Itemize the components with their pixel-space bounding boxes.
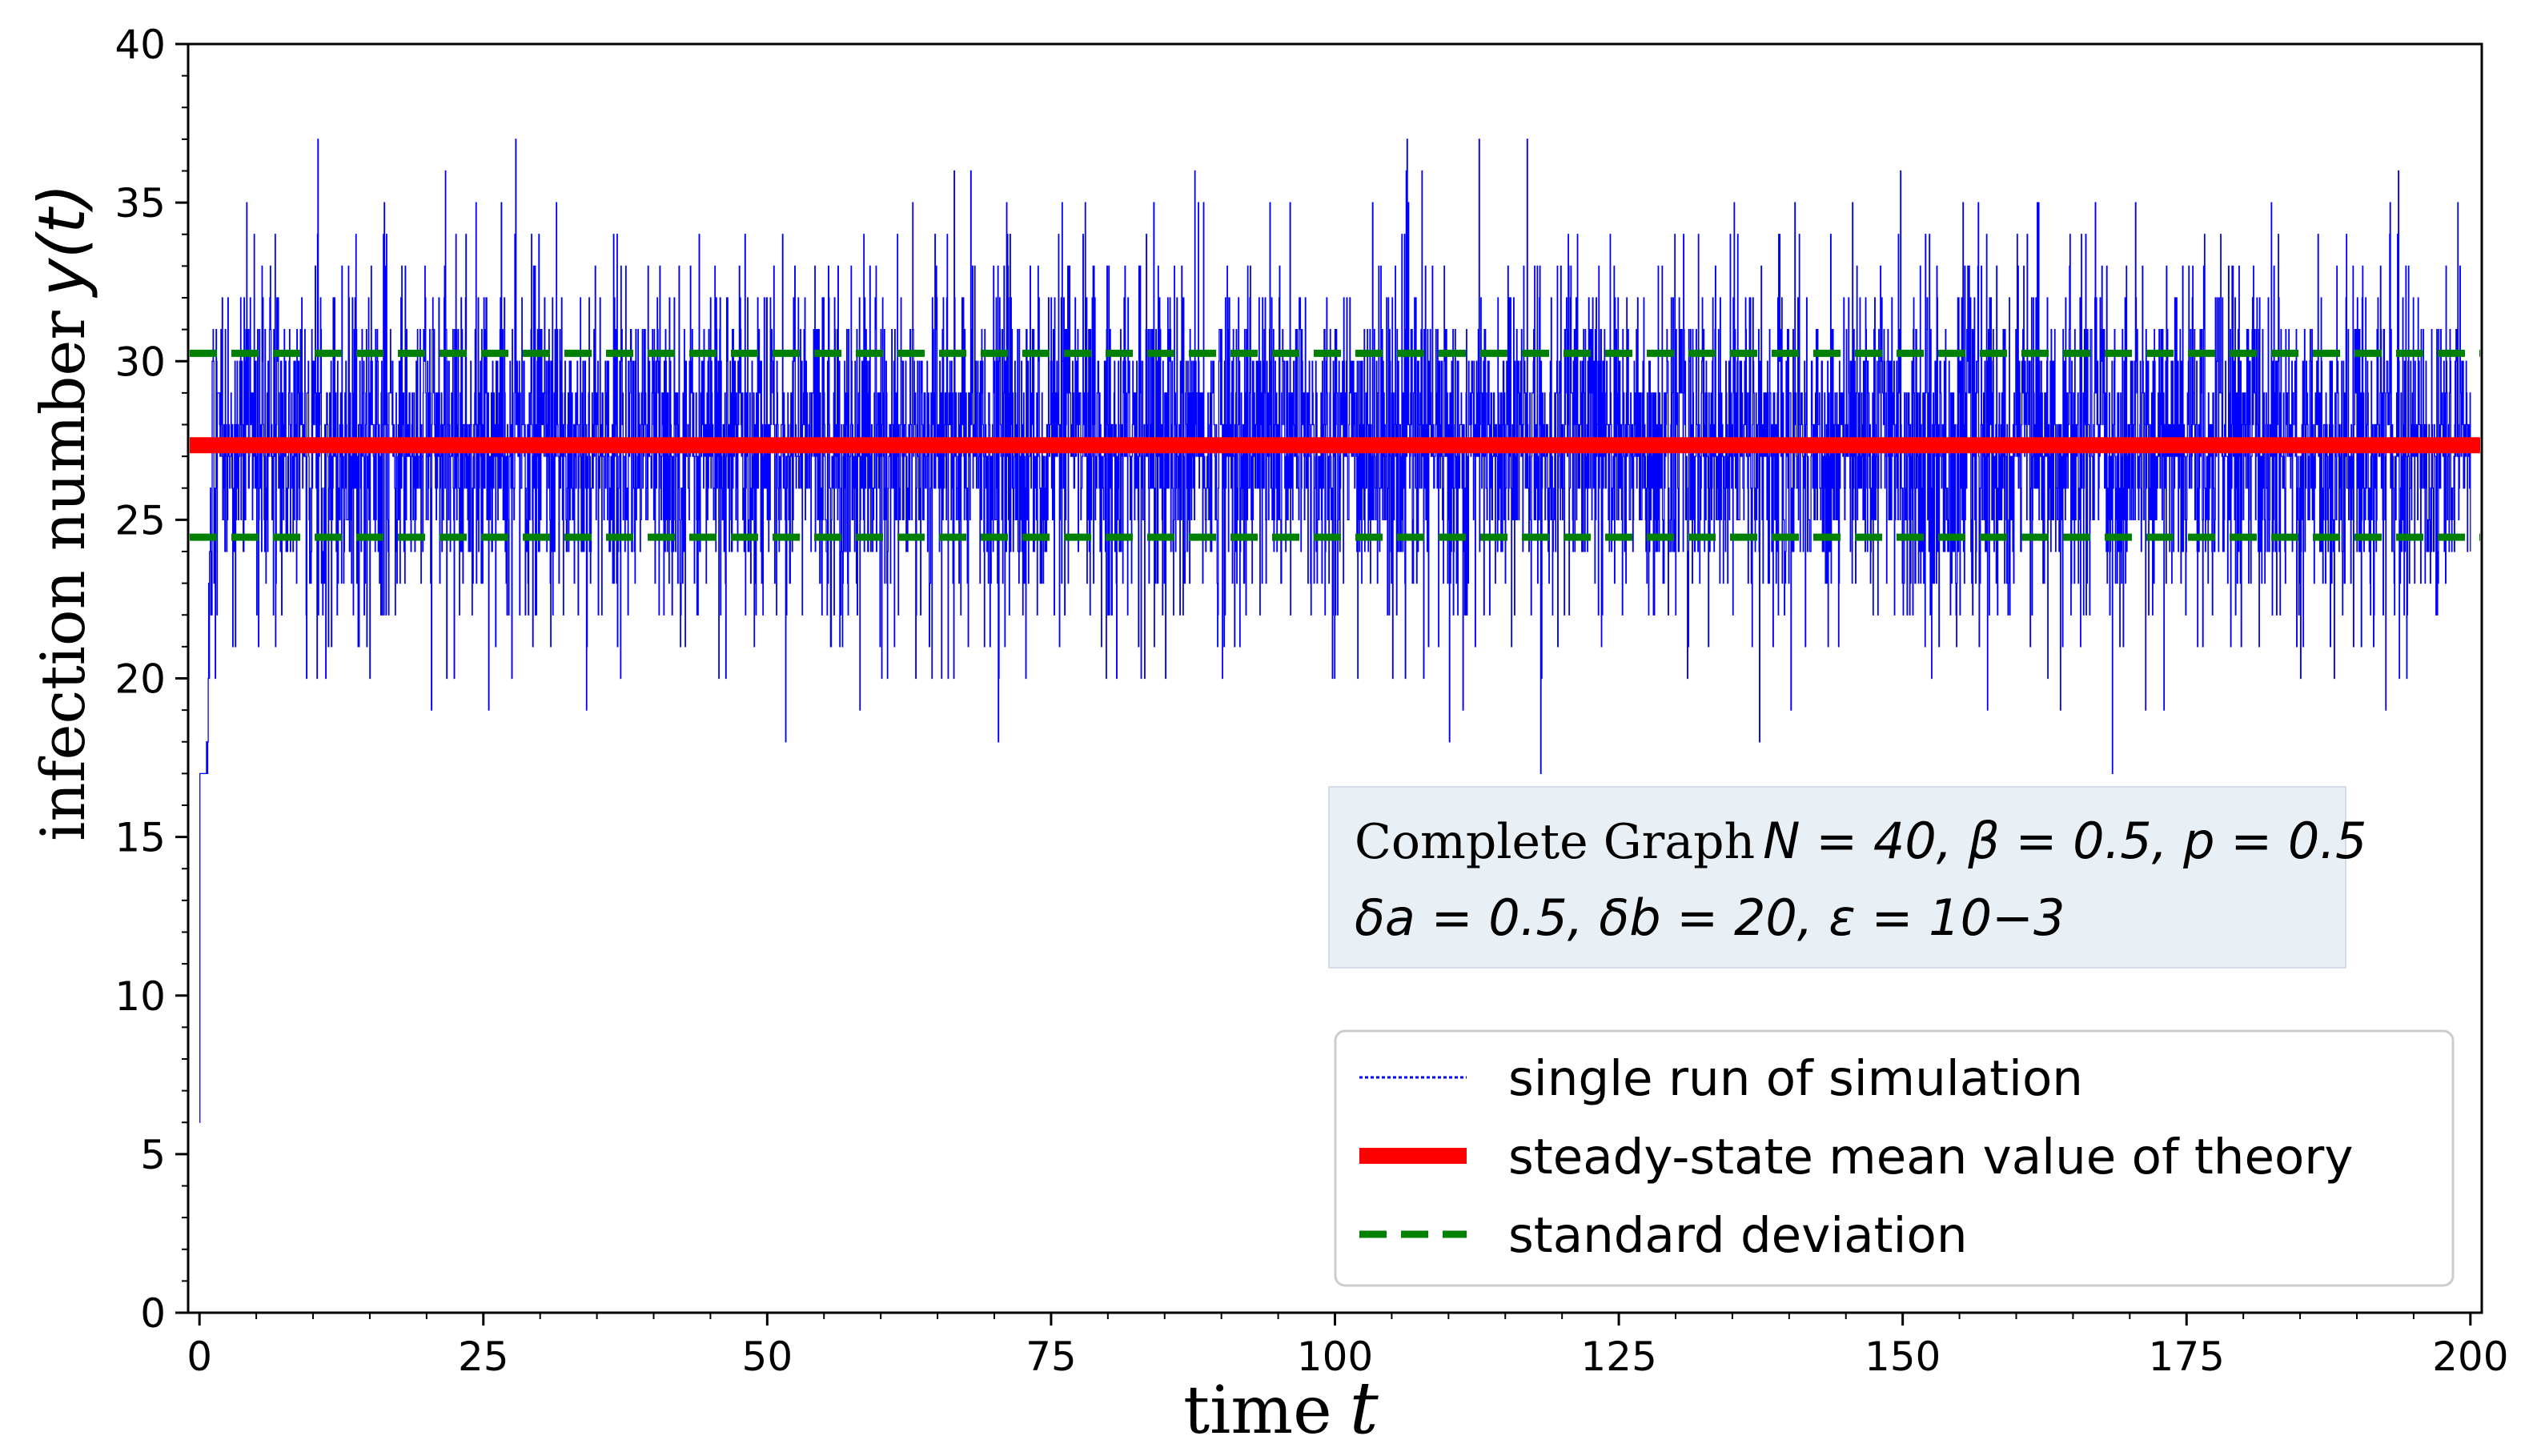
annotation-graph-label: Complete Graph — [1355, 814, 1755, 870]
x-axis-label-text: time — [1183, 1373, 1331, 1449]
legend-label-mean: steady-state mean value of theory — [1508, 1129, 2353, 1185]
x-tick-label: 50 — [742, 1334, 793, 1380]
y-tick-label: 20 — [114, 656, 166, 703]
y-tick-label: 15 — [114, 815, 166, 861]
legend-label-std: standard deviation — [1508, 1207, 1967, 1264]
x-tick-label: 125 — [1580, 1334, 1656, 1380]
x-tick-label: 75 — [1026, 1334, 1077, 1380]
annotation-line-1: Complete Graph N = 40, β = 0.5, p = 0.5 — [1355, 812, 2366, 870]
y-tick-label: 35 — [114, 180, 166, 227]
y-tick-label: 30 — [114, 339, 166, 385]
axis-ticks: 0 25 50 75 100 125 150 175 200 0 5 10 15 20 25 30 35 40 — [114, 22, 2508, 1380]
y-tick-label: 5 — [140, 1132, 166, 1178]
y-axis-label-text: infection number — [27, 311, 98, 841]
simulation-series — [199, 138, 2471, 1123]
annotation-params: N = 40, β = 0.5, p = 0.5 — [1763, 812, 2366, 870]
y-tick-label: 40 — [114, 22, 166, 68]
x-tick-label: 100 — [1297, 1334, 1373, 1380]
y-axis-label-var: y(t) — [25, 183, 99, 298]
y-tick-label: 0 — [140, 1290, 166, 1337]
x-tick-label: 25 — [458, 1334, 509, 1380]
x-tick-label: 0 — [187, 1334, 212, 1380]
y-tick-label: 25 — [114, 497, 166, 543]
legend-label-simulation: single run of simulation — [1508, 1050, 2083, 1107]
annotation-box — [1328, 786, 2346, 969]
x-axis-label: time t — [1183, 1366, 1379, 1450]
simulation-line — [199, 138, 2471, 1123]
x-tick-label: 175 — [2149, 1334, 2225, 1380]
x-tick-label: 200 — [2432, 1334, 2508, 1380]
x-tick-label: 150 — [1865, 1334, 1941, 1380]
y-axis-label: infection number y(t) — [25, 183, 99, 841]
legend-box — [1334, 1029, 2455, 1287]
y-tick-label: 10 — [114, 973, 166, 1020]
x-axis-label-var: t — [1350, 1366, 1379, 1450]
annotation-line-2: δa = 0.5, δb = 20, ε = 10−3 — [1355, 888, 2065, 947]
